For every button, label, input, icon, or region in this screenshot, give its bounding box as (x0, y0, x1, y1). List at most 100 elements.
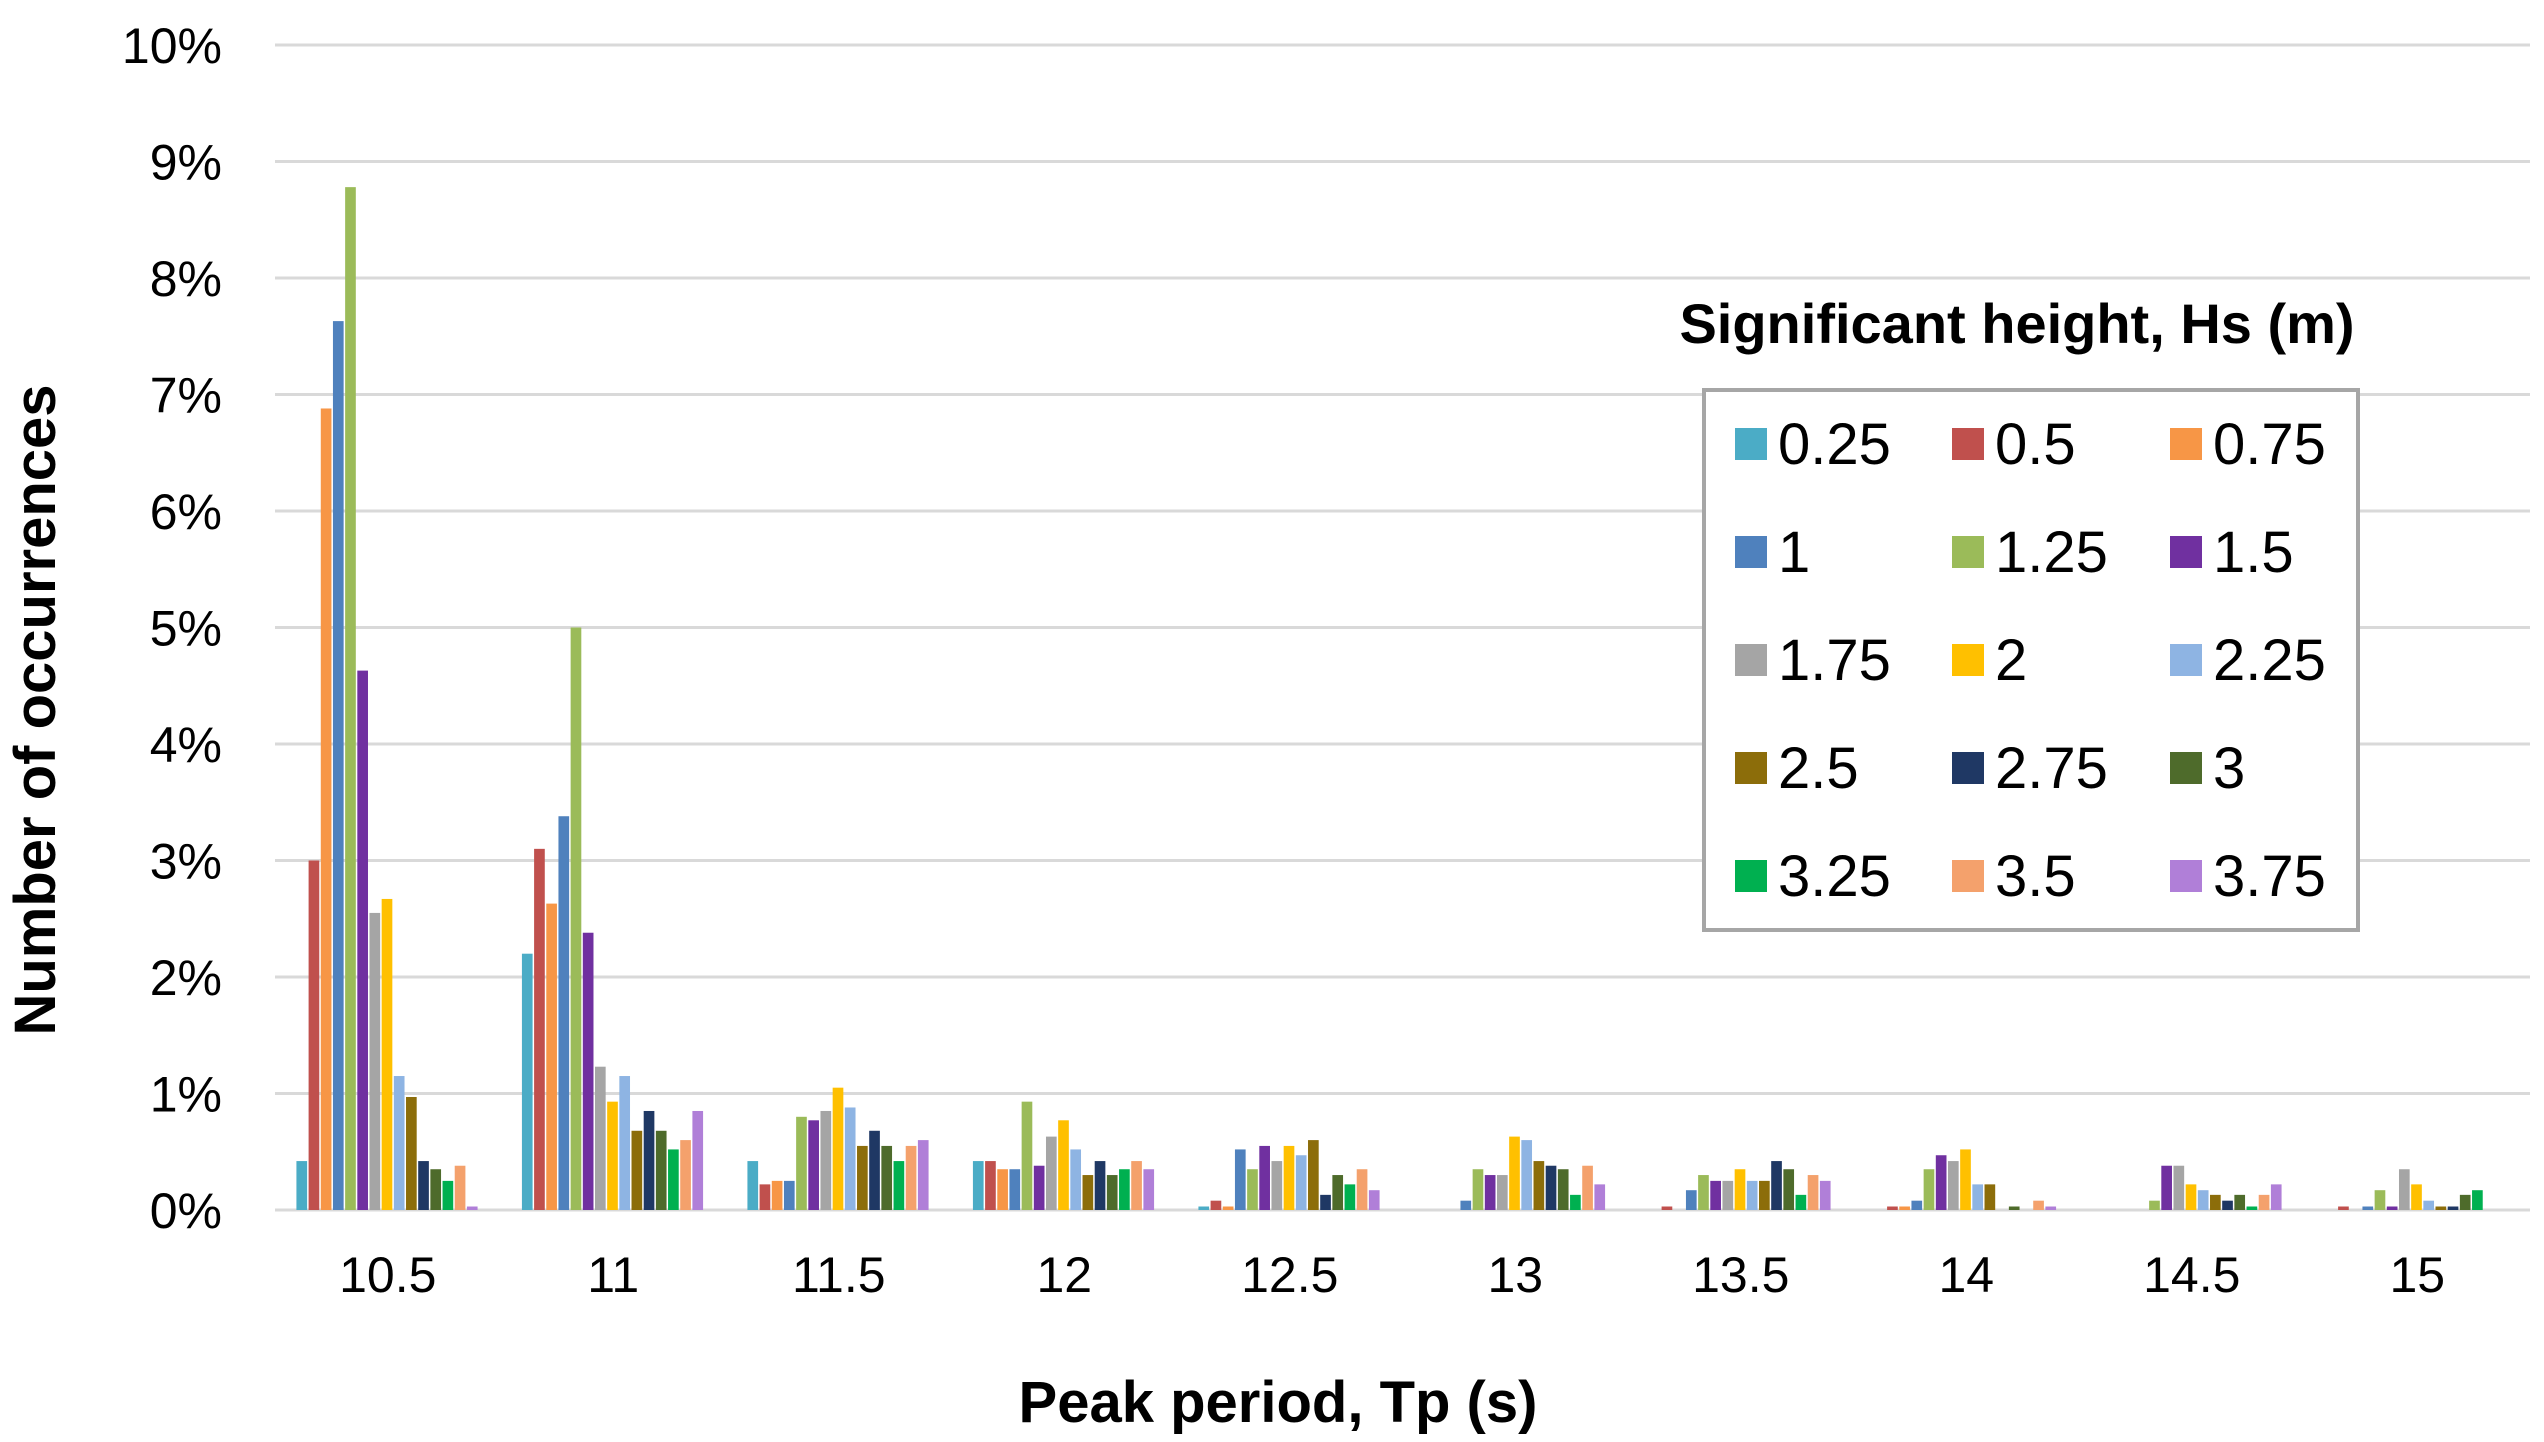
bar (680, 1140, 691, 1210)
x-tick-label: 11 (587, 1247, 639, 1303)
legend-label: 3 (2213, 736, 2245, 801)
bar (1795, 1194, 1807, 1210)
y-tick-label: 1% (150, 1067, 222, 1123)
x-tick-label: 13.5 (1692, 1247, 1789, 1303)
bar (1783, 1169, 1795, 1210)
legend-label: 0.5 (1995, 412, 2076, 477)
bar (1009, 1169, 1021, 1210)
legend-label: 3.25 (1778, 844, 1891, 909)
x-tick-label: 13 (1487, 1247, 1543, 1303)
y-tick-label: 9% (150, 135, 222, 191)
bar (418, 1161, 429, 1210)
x-tick-labels: 10.5 11 11.5 12 12.5 13 13.5 14 14.5 15 (339, 1247, 2445, 1303)
bar (2173, 1165, 2185, 1210)
legend-label: 0.75 (2213, 412, 2326, 477)
legend-swatch (1735, 860, 1767, 892)
bar (1368, 1190, 1380, 1210)
y-tick-label: 3% (150, 834, 222, 890)
bar (771, 1180, 783, 1210)
bar (454, 1165, 466, 1210)
y-tick-label: 7% (150, 368, 222, 424)
bar (985, 1161, 996, 1210)
legend-label: 1 (1778, 520, 1810, 585)
bar (1222, 1206, 1234, 1210)
legend-label: 1.75 (1778, 628, 1891, 693)
legend-swatch (1952, 644, 1984, 676)
bar (1332, 1175, 1344, 1210)
bar (1320, 1194, 1331, 1210)
bar (1496, 1175, 1508, 1210)
bar (972, 1161, 984, 1210)
bar (1887, 1206, 1898, 1210)
bar (1947, 1161, 1959, 1210)
bar (1911, 1200, 1923, 1210)
y-tick-label: 0% (150, 1183, 222, 1239)
x-tick-label: 14 (1938, 1247, 1994, 1303)
bar (1295, 1155, 1307, 1210)
bar (1198, 1206, 1210, 1210)
bar (857, 1145, 868, 1210)
bar (357, 670, 368, 1210)
bar (1259, 1145, 1270, 1210)
y-tick-label: 6% (150, 484, 222, 540)
legend-label: 0.25 (1778, 412, 1891, 477)
bar (1033, 1165, 1045, 1210)
bar (369, 912, 381, 1210)
bar (917, 1140, 929, 1210)
bar (1234, 1149, 1246, 1210)
bar (406, 1096, 417, 1210)
bar (1472, 1169, 1484, 1210)
bar (2472, 1190, 2483, 1210)
bar (1356, 1169, 1368, 1210)
bar (631, 1130, 643, 1210)
bar (546, 903, 557, 1210)
bar (1819, 1180, 1831, 1210)
bar (1685, 1190, 1697, 1210)
x-tick-label: 14.5 (2143, 1247, 2240, 1303)
bar (1131, 1161, 1142, 1210)
bar (1582, 1165, 1593, 1210)
bar (1094, 1161, 1106, 1210)
bar (1698, 1175, 1709, 1210)
bar (2435, 1206, 2447, 1210)
bar (1119, 1169, 1130, 1210)
x-tick-label: 12.5 (1241, 1247, 1338, 1303)
x-tick-label: 11.5 (792, 1247, 886, 1303)
bar (1344, 1184, 1356, 1210)
bar (466, 1206, 478, 1210)
y-tick-label: 10% (122, 18, 222, 74)
bar (869, 1130, 880, 1210)
bar (2222, 1200, 2233, 1210)
bar (668, 1149, 679, 1210)
bar (1557, 1169, 1569, 1210)
bar (1271, 1161, 1283, 1210)
legend-label: 2.5 (1778, 736, 1859, 801)
bar (1509, 1136, 1520, 1210)
bar (1972, 1184, 1984, 1210)
bar (1759, 1180, 1770, 1210)
bar (2386, 1206, 2398, 1210)
bar (582, 932, 594, 1210)
bars (296, 187, 2483, 1211)
legend-swatch (1952, 860, 1984, 892)
bar (1045, 1136, 1057, 1210)
bar (2411, 1184, 2422, 1210)
legend-box (1702, 388, 2360, 932)
bar (1899, 1206, 1910, 1210)
legend-swatch (1735, 536, 1767, 568)
bar (2234, 1194, 2246, 1210)
legend-swatch (2170, 860, 2202, 892)
bar (393, 1076, 405, 1210)
bar (320, 408, 332, 1211)
legend-label: 2.75 (1995, 736, 2108, 801)
bar (534, 848, 545, 1210)
bar (2161, 1165, 2172, 1210)
bar (808, 1120, 819, 1210)
legend-swatch (2170, 644, 2202, 676)
bar (1960, 1149, 1971, 1210)
gridlines (275, 43, 2530, 1212)
bar (747, 1161, 759, 1210)
bar (2197, 1190, 2209, 1210)
bar (442, 1180, 454, 1210)
bar (1143, 1169, 1155, 1210)
